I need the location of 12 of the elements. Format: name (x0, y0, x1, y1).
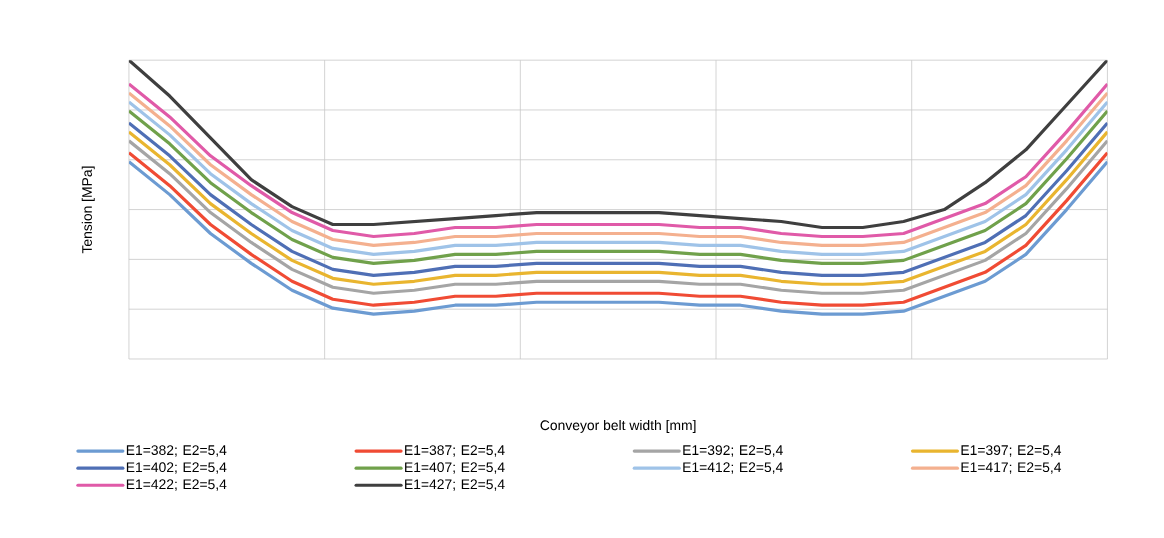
x-axis-title: Conveyor belt width [mm] (540, 419, 696, 433)
legend-label: E1=382; E2=5,4 (126, 445, 227, 457)
legend-label: E1=397; E2=5,4 (961, 445, 1062, 457)
y-axis-title: Tension [MPa] (81, 166, 95, 254)
legend-label: E1=387; E2=5,4 (405, 445, 505, 457)
legend-label: E1=412; E2=5,4 (683, 462, 783, 474)
legend-label: E1=392; E2=5,4 (683, 445, 783, 457)
legend-label: E1=417; E2=5,4 (961, 462, 1062, 474)
legend-label: E1=422; E2=5,4 (126, 479, 227, 491)
legend-label: E1=407; E2=5,4 (405, 462, 505, 474)
legend-label: E1=402; E2=5,4 (126, 462, 227, 474)
legend-label: E1=427; E2=5,4 (405, 479, 505, 491)
